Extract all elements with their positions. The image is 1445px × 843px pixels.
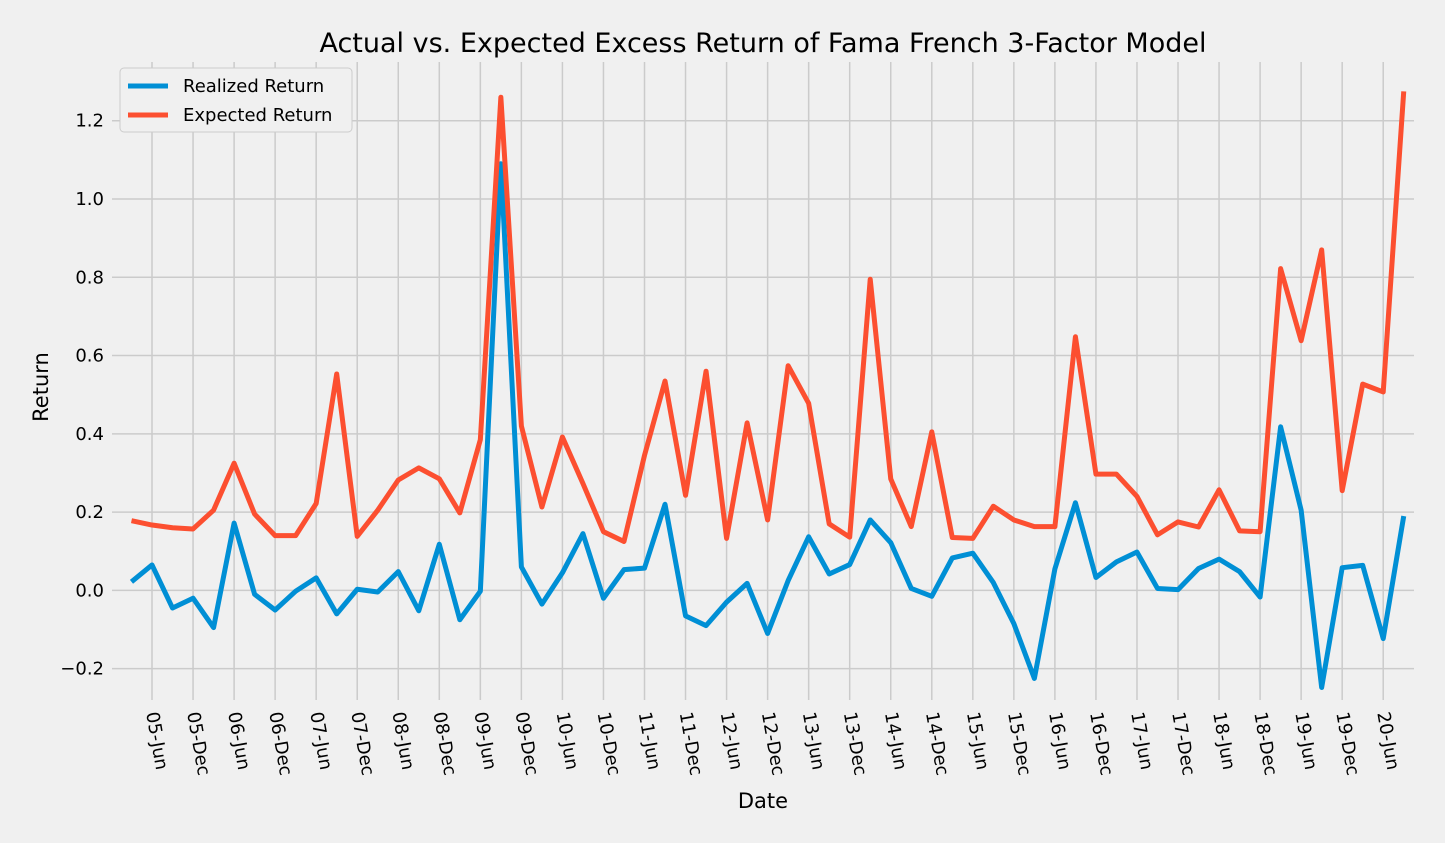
y-tick-label: 1.2 <box>75 111 104 132</box>
legend-box <box>119 67 353 133</box>
legend-label-realized-return: Realized Return <box>183 76 324 97</box>
series-lines <box>129 91 1407 690</box>
y-tick-label: 0.0 <box>75 580 104 601</box>
series-line-expected-return <box>130 91 1407 544</box>
y-tick-label: 0.8 <box>75 267 104 288</box>
chart-title: Actual vs. Expected Excess Return of Fam… <box>319 28 1206 59</box>
y-tick-label: 0.4 <box>75 424 104 445</box>
y-tick-label: 0.6 <box>75 346 104 367</box>
y-axis-label: Return <box>29 352 53 422</box>
y-tick-labels: −0.2 0.0 0.2 0.4 0.6 0.8 1.0 1.2 <box>60 111 104 680</box>
legend: Realized Return Expected Return <box>119 67 353 133</box>
x-axis-label: Date <box>738 789 788 813</box>
series-line-realized-return <box>129 161 1407 690</box>
y-tick-label: 1.0 <box>75 189 104 210</box>
y-tick-label: −0.2 <box>60 659 104 680</box>
legend-label-expected-return: Expected Return <box>183 105 332 126</box>
y-tick-label: 0.2 <box>75 502 104 523</box>
